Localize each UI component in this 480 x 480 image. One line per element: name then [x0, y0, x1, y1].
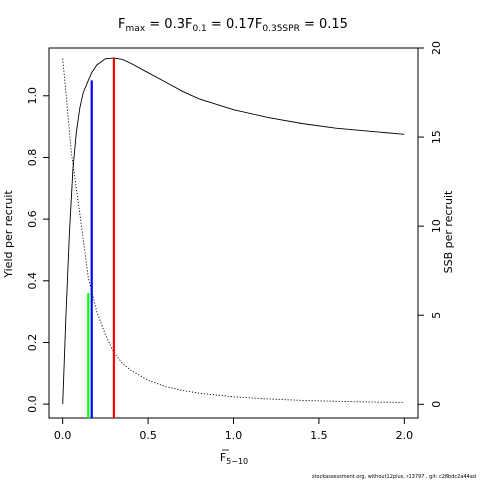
chart-title: Fmax = 0.3F0.1 = 0.17F0.35SPR = 0.15 — [118, 17, 348, 34]
reference-lines — [87, 57, 116, 418]
y-axis-right-label: SSB per recruit — [442, 190, 455, 273]
title-fspr-sub: 0.35SPR — [262, 24, 299, 34]
y-left-tick-label: 0.6 — [26, 210, 39, 228]
y-left-tick-label: 0.2 — [26, 334, 39, 352]
y-axis-left-label: Yield per recruit — [2, 190, 15, 279]
plot-frame — [48, 47, 419, 419]
x-tick-label: 1.0 — [225, 429, 243, 442]
x-axis-label-base: F — [220, 451, 226, 464]
title-f01-sub: 0.1 — [192, 24, 206, 34]
y-right-tick-label: 20 — [430, 41, 443, 55]
title-fmax-value: = 0.3 — [145, 17, 185, 32]
x-tick-label: 2.0 — [396, 429, 414, 442]
y-right-tick-label: 15 — [430, 130, 443, 144]
y-left-tick-label: 1.0 — [26, 87, 39, 105]
title-f01-value: = 0.17 — [207, 17, 255, 32]
y-left-tick-label: 0.8 — [26, 149, 39, 167]
x-tick-label: 0.0 — [54, 429, 72, 442]
y-axis-left: 0.0 0.2 0.4 0.6 0.8 1.0 — [26, 87, 49, 413]
x-tick-label: 0.5 — [139, 429, 157, 442]
title-fmax-base: F — [118, 17, 125, 32]
x-tick-label: 1.5 — [310, 429, 328, 442]
y-left-tick-label: 0.4 — [26, 272, 39, 290]
y-left-tick-label: 0.0 — [26, 395, 39, 413]
y-right-tick-label: 10 — [430, 219, 443, 233]
title-fspr-base: F — [255, 17, 262, 32]
title-fspr-value: = 0.15 — [300, 17, 348, 32]
y-right-tick-label: 5 — [430, 312, 443, 319]
series-layer — [62, 57, 405, 405]
y-right-tick-label: 0 — [430, 401, 443, 408]
yield-per-recruit-line — [62, 57, 405, 405]
y-axis-right: 0 5 10 15 20 — [418, 41, 443, 408]
x-axis-label-sub: 5−10 — [226, 457, 248, 466]
title-f01-base: F — [185, 17, 192, 32]
footer-note: stockassessment.org, without12plus, r137… — [312, 474, 476, 480]
title-fmax-sub: max — [126, 24, 146, 34]
x-axis: 0.0 0.5 1.0 1.5 2.0 — [54, 418, 413, 442]
x-axis-label: F5−10 — [220, 451, 248, 466]
